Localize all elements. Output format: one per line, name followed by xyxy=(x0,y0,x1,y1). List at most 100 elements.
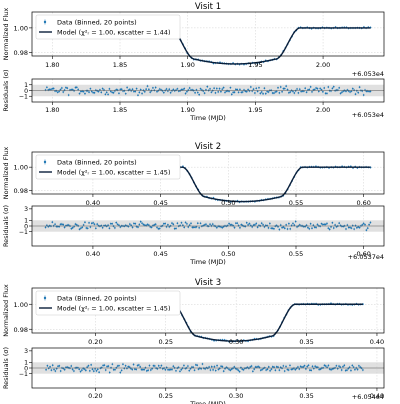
residual-point xyxy=(87,364,90,367)
residual-point xyxy=(198,226,201,229)
residual-point xyxy=(111,363,114,366)
flux-ytick-label: 0.98 xyxy=(14,49,28,57)
residual-point xyxy=(274,91,277,93)
residual-point xyxy=(235,222,237,225)
residual-point xyxy=(332,85,335,88)
residual-point xyxy=(108,371,111,374)
residual-point xyxy=(134,90,137,93)
residual-point xyxy=(311,90,313,93)
residual-point xyxy=(180,221,183,224)
residual-point xyxy=(164,222,167,225)
residual-xtick-label: 0.40 xyxy=(86,250,100,258)
residual-xlabel: Time (MJD) xyxy=(189,114,226,122)
residual-point xyxy=(90,222,93,225)
residual-point xyxy=(112,368,115,371)
residual-x-offset-label: +6.054e4 xyxy=(352,393,384,401)
residual-point xyxy=(241,91,244,93)
flux-xtick-label: 0.20 xyxy=(88,338,102,346)
residual-xtick-label: 0.50 xyxy=(221,250,235,258)
residual-point xyxy=(228,222,230,225)
residual-point xyxy=(168,88,171,91)
residual-point xyxy=(210,365,213,368)
residual-point xyxy=(305,368,307,370)
residual-point xyxy=(203,92,206,94)
residual-point xyxy=(150,226,153,229)
residual-point xyxy=(286,368,289,371)
legend xyxy=(35,290,181,316)
residual-point xyxy=(141,368,144,371)
residual-point xyxy=(73,370,75,372)
residual-point xyxy=(212,368,214,371)
residual-point xyxy=(213,365,216,368)
residual-point xyxy=(326,222,328,225)
residual-point xyxy=(128,366,131,368)
residual-point xyxy=(104,369,107,371)
residual-point xyxy=(82,90,85,93)
residual-point xyxy=(311,365,314,368)
residual-point xyxy=(193,369,196,372)
residual-point xyxy=(328,228,331,231)
residual-point xyxy=(107,224,109,227)
residual-point xyxy=(273,227,275,230)
residual-point xyxy=(175,227,177,230)
residual-point xyxy=(364,223,366,226)
residual-point xyxy=(350,369,352,372)
residual-point xyxy=(217,368,220,371)
residual-point xyxy=(59,370,62,372)
residual-point xyxy=(209,87,211,90)
residual-point xyxy=(258,86,260,89)
legend-box xyxy=(35,154,181,180)
residual-point xyxy=(236,368,238,371)
residual-point xyxy=(81,369,83,371)
residual-point xyxy=(338,222,341,224)
residual-point xyxy=(264,92,267,95)
visit-title: Visit 3 xyxy=(195,278,221,288)
residual-ytick-label: 3 xyxy=(24,348,28,355)
residual-point xyxy=(347,226,350,229)
residual-point xyxy=(133,90,135,93)
residual-point xyxy=(162,91,165,94)
residual-point xyxy=(131,368,134,371)
residual-point xyxy=(277,225,279,228)
residual-point xyxy=(75,86,78,89)
residual-ytick-label: 1 xyxy=(24,218,28,225)
residual-point xyxy=(240,91,243,94)
residual-point xyxy=(256,226,259,229)
legend-model-label: Model (χ²ᵣ = 1.00, κscatter = 1.45) xyxy=(57,169,170,177)
residual-point xyxy=(277,86,279,89)
residual-point xyxy=(250,365,253,367)
legend-box xyxy=(35,14,181,40)
residual-point xyxy=(115,88,118,91)
legend xyxy=(35,154,181,180)
flux-xtick-label: 0.30 xyxy=(229,338,243,346)
residual-point xyxy=(114,368,116,371)
residual-point xyxy=(94,368,96,370)
residual-point xyxy=(332,227,335,229)
residual-point xyxy=(324,365,327,367)
residual-point xyxy=(213,87,215,90)
residual-point xyxy=(92,221,94,224)
residual-point xyxy=(221,226,224,229)
residual-point xyxy=(293,224,296,227)
residual-point xyxy=(277,366,279,368)
residual-point xyxy=(105,91,108,94)
residual-point xyxy=(96,223,99,225)
residual-point xyxy=(247,88,249,91)
residual-point xyxy=(221,365,224,368)
residual-ytick-label: −1 xyxy=(19,94,28,101)
residual-point xyxy=(66,366,69,369)
residual-point xyxy=(184,92,187,95)
residual-point xyxy=(141,92,143,95)
residual-point xyxy=(80,90,82,93)
residual-point xyxy=(339,92,342,95)
residual-point xyxy=(237,369,240,372)
residual-point xyxy=(285,365,287,368)
residual-point xyxy=(240,223,243,226)
residual-point xyxy=(187,226,190,228)
residual-point xyxy=(96,368,99,371)
residual-point xyxy=(138,91,141,94)
residual-point xyxy=(133,222,135,225)
residual-ytick-label: 0 xyxy=(24,88,28,95)
residual-point xyxy=(304,87,307,90)
residual-point xyxy=(171,222,173,224)
